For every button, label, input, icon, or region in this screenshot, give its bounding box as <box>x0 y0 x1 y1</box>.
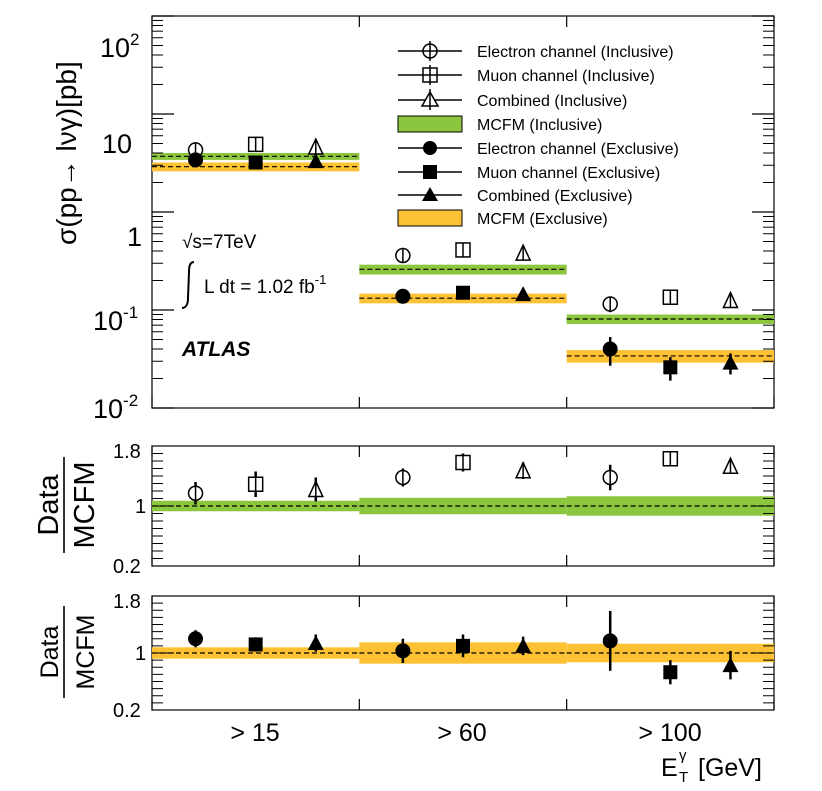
data-point <box>188 631 204 647</box>
legend-entry: Electron channel (Exclusive) <box>398 141 679 158</box>
data-point <box>307 635 324 651</box>
legend-entry: Combined (Exclusive) <box>398 187 633 205</box>
axis-ticks <box>151 15 775 711</box>
integral-symbol <box>181 261 195 309</box>
data-point <box>663 665 678 680</box>
xlabel-subscript: T <box>679 769 688 786</box>
data-point <box>722 657 739 673</box>
main-ytick-label: 102 <box>100 30 140 63</box>
data-point <box>515 637 532 653</box>
ratio-exclusive-ytick-label: 1.8 <box>113 591 141 613</box>
xtick-label: > 100 <box>638 719 701 747</box>
data-point <box>722 354 739 370</box>
xlabel-superscript: γ <box>679 747 687 764</box>
ratio-inclusive-ytick-label: 1.8 <box>113 441 141 463</box>
data-point <box>248 155 263 170</box>
legend-marker-square <box>423 165 437 179</box>
legend-entry: Combined (Inclusive) <box>398 89 627 110</box>
main-ylabel: σ(pp→ lνγ)[pb] <box>51 61 82 245</box>
legend-label: Muon channel (Exclusive) <box>477 165 660 182</box>
ratio-inclusive-points <box>187 451 739 505</box>
energy-label: √s=7TeV <box>182 232 257 253</box>
xtick-label: > 60 <box>437 719 486 747</box>
mcfm-band <box>359 264 567 275</box>
main-bands <box>152 152 774 363</box>
ratio-exclusive-points <box>188 610 739 685</box>
xtick-label: > 15 <box>230 719 279 747</box>
ratio-exclusive-ytick-label: 1 <box>135 643 146 665</box>
ratio-inclusive-ytick-label: 1 <box>135 496 146 518</box>
mcfm-band <box>566 350 774 363</box>
legend-label: Combined (Exclusive) <box>477 188 633 205</box>
ratio-inclusive-ylabel-den: MCFM <box>69 462 101 549</box>
ratio-exclusive-ylabel-num: Data <box>36 626 64 679</box>
xlabel-unit: [GeV] <box>698 754 762 782</box>
mcfm-band <box>152 500 360 512</box>
xlabel-symbol: E <box>661 754 678 782</box>
legend-entry: Electron channel (Inclusive) <box>398 41 674 61</box>
legend-label: Electron channel (Inclusive) <box>477 44 674 61</box>
ratio-exclusive-ylabel-den: MCFM <box>72 615 100 690</box>
data-point <box>602 341 618 357</box>
ratio-inclusive-ylabel-num: Data <box>33 474 65 536</box>
data-point <box>395 643 411 659</box>
mcfm-band <box>359 497 567 515</box>
xlabel: E γ T [GeV] <box>661 747 762 786</box>
legend: Electron channel (Inclusive) Muon channe… <box>397 41 679 228</box>
ratio-exclusive-ytick-label: 0.2 <box>113 700 141 722</box>
data-point <box>188 152 204 168</box>
legend-label: Muon channel (Inclusive) <box>477 68 655 85</box>
data-point <box>307 153 324 169</box>
ratio-inclusive-ylabel: Data MCFM <box>33 457 101 553</box>
main-points <box>187 136 739 381</box>
data-point <box>248 637 263 652</box>
legend-entry: Muon channel (Exclusive) <box>398 165 660 182</box>
mcfm-band <box>566 643 774 663</box>
ratio-inclusive-bands <box>152 496 774 516</box>
ratio-inclusive-ytick-label: 0.2 <box>113 556 141 578</box>
legend-band-green <box>397 115 463 133</box>
mcfm-band <box>566 496 774 516</box>
data-point <box>456 638 470 653</box>
legend-label: Combined (Inclusive) <box>477 93 627 110</box>
legend-entry: Muon channel (Inclusive) <box>398 65 655 85</box>
legend-label: MCFM (Exclusive) <box>477 211 608 228</box>
ratio-exclusive-ylabel: Data MCFM <box>36 606 100 698</box>
legend-entry: MCFM (Exclusive) <box>397 209 608 228</box>
data-point <box>602 633 618 649</box>
data-point <box>663 360 678 375</box>
legend-marker-triangle <box>422 187 438 201</box>
legend-label: MCFM (Inclusive) <box>477 117 602 134</box>
legend-band-orange <box>397 209 463 227</box>
mcfm-band <box>152 647 360 659</box>
data-point <box>456 285 470 300</box>
main-ytick-label: 10-2 <box>93 391 138 424</box>
mcfm-band <box>566 314 774 324</box>
experiment-label: ATLAS <box>181 338 250 361</box>
legend-marker-circle <box>423 141 437 155</box>
main-ytick-label: 10 <box>102 129 132 159</box>
legend-entry: MCFM (Inclusive) <box>397 115 602 134</box>
main-ytick-label: 10-1 <box>93 303 138 336</box>
lumi-label: L dt = 1.02 fb-1 <box>204 272 326 298</box>
legend-label: Electron channel (Exclusive) <box>477 141 679 158</box>
data-point <box>395 288 411 304</box>
data-point <box>515 286 532 302</box>
main-ytick-label: 1 <box>127 222 142 252</box>
